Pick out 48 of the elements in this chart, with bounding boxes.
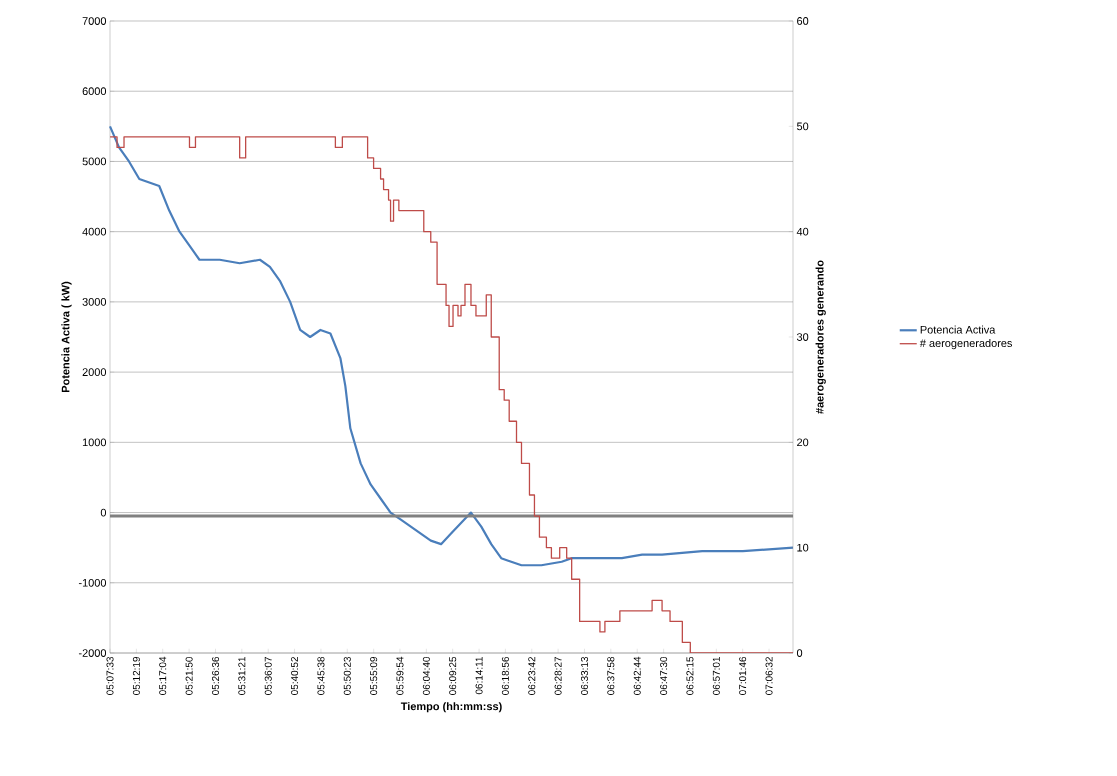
x-tick-label: 06:09:25 [449,656,457,695]
x-tick-label: 05:26:36 [211,656,220,695]
y2-tick-label: 20 [797,438,809,447]
x-tick-label: 05:50:23 [343,656,351,695]
y-tick-label: 4000 [82,227,107,236]
y-tick-label: -2000 [78,649,107,657]
x-tick-label: 06:33:13 [580,656,589,695]
legend-label: Potencia Activa [920,325,996,334]
x-tick-label: 06:47:30 [660,656,668,695]
x-tick-label: 05:21:50 [185,656,193,695]
y-tick-label: 7000 [82,17,107,25]
legend-label: # aerogeneradores [919,338,1013,350]
y-tick-label: 3000 [82,298,107,306]
x-tick-label: 05:55:09 [370,656,378,695]
y2-tick-label: 0 [796,649,803,657]
x-tick-label: 06:42:44 [633,656,641,695]
y-tick-label: 1000 [82,438,107,447]
y-axis-title: Potencia Activa ( kW) [61,281,72,392]
x-tick-label: 07:01:46 [739,656,747,695]
y2-tick-label: 40 [796,227,809,236]
y-tick-label: -1000 [78,578,107,587]
y2-tick-label: 50 [796,122,809,131]
y2-axis-title: #aerogeneradores generando [815,260,826,414]
x-tick-label: 06:14:11 [475,657,483,695]
x-tick-label: 05:07:33 [106,656,114,695]
x-tick-label: 07:06:32 [765,657,773,695]
y-tick-label: 2000 [82,368,107,376]
x-tick-label: 06:28:27 [554,657,562,695]
x-tick-label: 06:04:40 [422,656,430,695]
y2-tick-label: 30 [796,333,809,341]
y2-tick-label: 60 [797,17,809,25]
y-tick-label: 0 [100,508,107,517]
x-tick-label: 06:23:42 [528,657,536,695]
x-tick-label: 05:17:04 [159,656,167,695]
x-tick-label: 05:12:19 [132,656,140,695]
x-tick-label: 06:57:01 [712,657,720,695]
x-tick-label: 05:59:54 [396,656,404,695]
x-tick-label: 06:52:15 [686,656,694,695]
x-tick-label: 06:37:58 [607,656,615,695]
x-tick-label: 05:31:21 [238,657,246,695]
y-tick-label: 5000 [82,157,107,166]
x-tick-label: 05:45:38 [317,656,325,695]
y2-tick-label: 10 [797,543,809,552]
x-tick-label: 05:36:07 [264,657,272,695]
y-tick-label: 6000 [82,87,107,96]
x-axis-title: Tiempo (hh:mm:ss) [400,702,502,713]
x-tick-label: 05:40:52 [291,657,299,695]
x-tick-label: 06:18:56 [501,656,509,695]
